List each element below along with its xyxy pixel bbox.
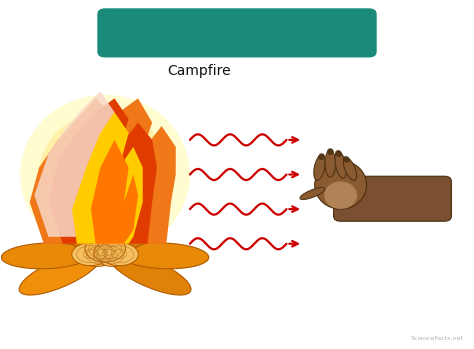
Polygon shape [35, 91, 115, 237]
Text: Thermal Radiation: Thermal Radiation [129, 22, 345, 42]
Ellipse shape [91, 242, 128, 267]
Polygon shape [30, 98, 176, 244]
Ellipse shape [335, 150, 342, 157]
Ellipse shape [94, 239, 126, 262]
FancyBboxPatch shape [98, 9, 376, 57]
Text: ScienceFacts.net: ScienceFacts.net [410, 336, 463, 341]
Polygon shape [91, 140, 138, 244]
Ellipse shape [343, 156, 350, 163]
Ellipse shape [119, 243, 209, 269]
Ellipse shape [55, 214, 103, 252]
Ellipse shape [315, 161, 366, 209]
Ellipse shape [72, 243, 110, 266]
Ellipse shape [108, 214, 164, 253]
Ellipse shape [20, 95, 190, 254]
Ellipse shape [324, 181, 357, 209]
Ellipse shape [1, 243, 91, 269]
Polygon shape [48, 98, 157, 244]
Polygon shape [72, 112, 143, 244]
Ellipse shape [318, 153, 325, 160]
Ellipse shape [325, 150, 336, 177]
FancyBboxPatch shape [334, 176, 451, 221]
Ellipse shape [327, 148, 334, 155]
Ellipse shape [100, 243, 138, 266]
Ellipse shape [82, 242, 118, 267]
Ellipse shape [335, 151, 346, 178]
Ellipse shape [85, 239, 116, 262]
Text: Campfire: Campfire [167, 64, 231, 77]
Ellipse shape [300, 187, 325, 200]
Ellipse shape [314, 155, 325, 180]
Ellipse shape [109, 251, 191, 295]
Ellipse shape [344, 158, 357, 180]
Ellipse shape [39, 112, 171, 237]
Ellipse shape [19, 251, 101, 295]
